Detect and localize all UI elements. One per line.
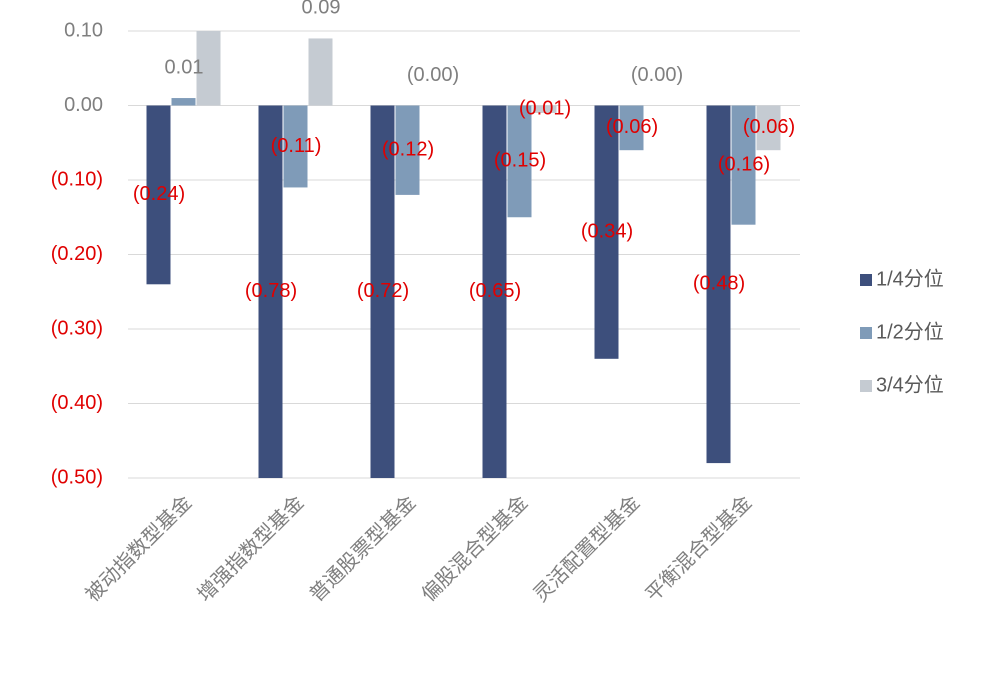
data-label: (0.15) [494,150,546,172]
bar [507,105,532,218]
data-label: (0.12) [382,138,434,160]
bar [395,105,420,195]
x-tick-label: 增强指数型基金 [193,491,308,606]
grid [128,30,800,479]
bar [731,105,756,225]
y-tick-label: (0.50) [51,466,103,488]
bar [706,105,731,464]
y-tick-label: 0.10 [64,19,103,41]
y-tick-label: (0.30) [51,317,103,339]
y-tick-label: (0.40) [51,392,103,414]
legend-label: 1/2分位 [876,320,944,343]
data-label: (0.06) [606,116,658,138]
bars [146,31,781,478]
x-tick-label: 灵活配置型基金 [529,491,644,606]
bar [196,31,221,106]
x-tick-label: 平衡混合型基金 [641,491,756,606]
bar [258,105,283,478]
bar [171,98,196,106]
legend-label: 3/4分位 [876,373,944,396]
x-tick-label: 被动指数型基金 [81,491,196,606]
data-label: (0.65) [469,280,521,302]
legend-swatch [860,327,872,339]
data-label: (0.01) [519,98,571,120]
data-label: (0.00) [407,64,459,86]
bar [594,105,619,359]
data-label: (0.06) [743,116,795,138]
legend-swatch [860,274,872,286]
data-label: (0.00) [631,64,683,86]
data-label: (0.48) [693,273,745,295]
bar [370,105,395,478]
x-tick-label: 偏股混合型基金 [417,491,532,606]
legend-label: 1/4分位 [876,267,944,290]
y-tick-label: (0.10) [51,168,103,190]
bar [532,105,557,113]
y-tick-label: 0.00 [64,94,103,116]
data-label: 0.09 [302,0,341,19]
data-label: (0.24) [133,183,185,205]
data-label: (0.72) [357,280,409,302]
data-label: (0.11) [271,135,322,157]
bar [308,38,333,106]
data-label: (0.78) [245,280,297,302]
bar [756,105,781,151]
data-label: 0.01 [165,56,204,78]
data-label: (0.34) [581,220,633,242]
bar [619,105,644,151]
bar [146,105,171,285]
bar [283,105,308,188]
data-label: (0.16) [718,153,770,175]
y-tick-label: (0.20) [51,243,103,265]
bar [482,105,507,478]
legend-swatch [860,380,872,392]
x-tick-label: 普通股票型基金 [305,491,420,606]
